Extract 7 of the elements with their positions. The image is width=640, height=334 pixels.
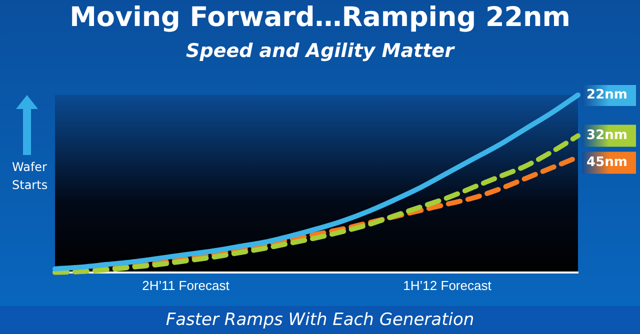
x-tick-label: 1H’12 Forecast [403, 278, 492, 293]
y-axis-title: Wafer Starts [12, 159, 49, 194]
chart-title: Moving Forward…Ramping 22nm [68, 2, 572, 33]
chart-subtitle: Speed and Agility Matter [185, 40, 456, 62]
series-label: 22nm [586, 87, 628, 102]
x-tick-label: 2H’11 Forecast [142, 278, 230, 293]
text: Faster Ramps With Each Generation [0, 306, 640, 334]
